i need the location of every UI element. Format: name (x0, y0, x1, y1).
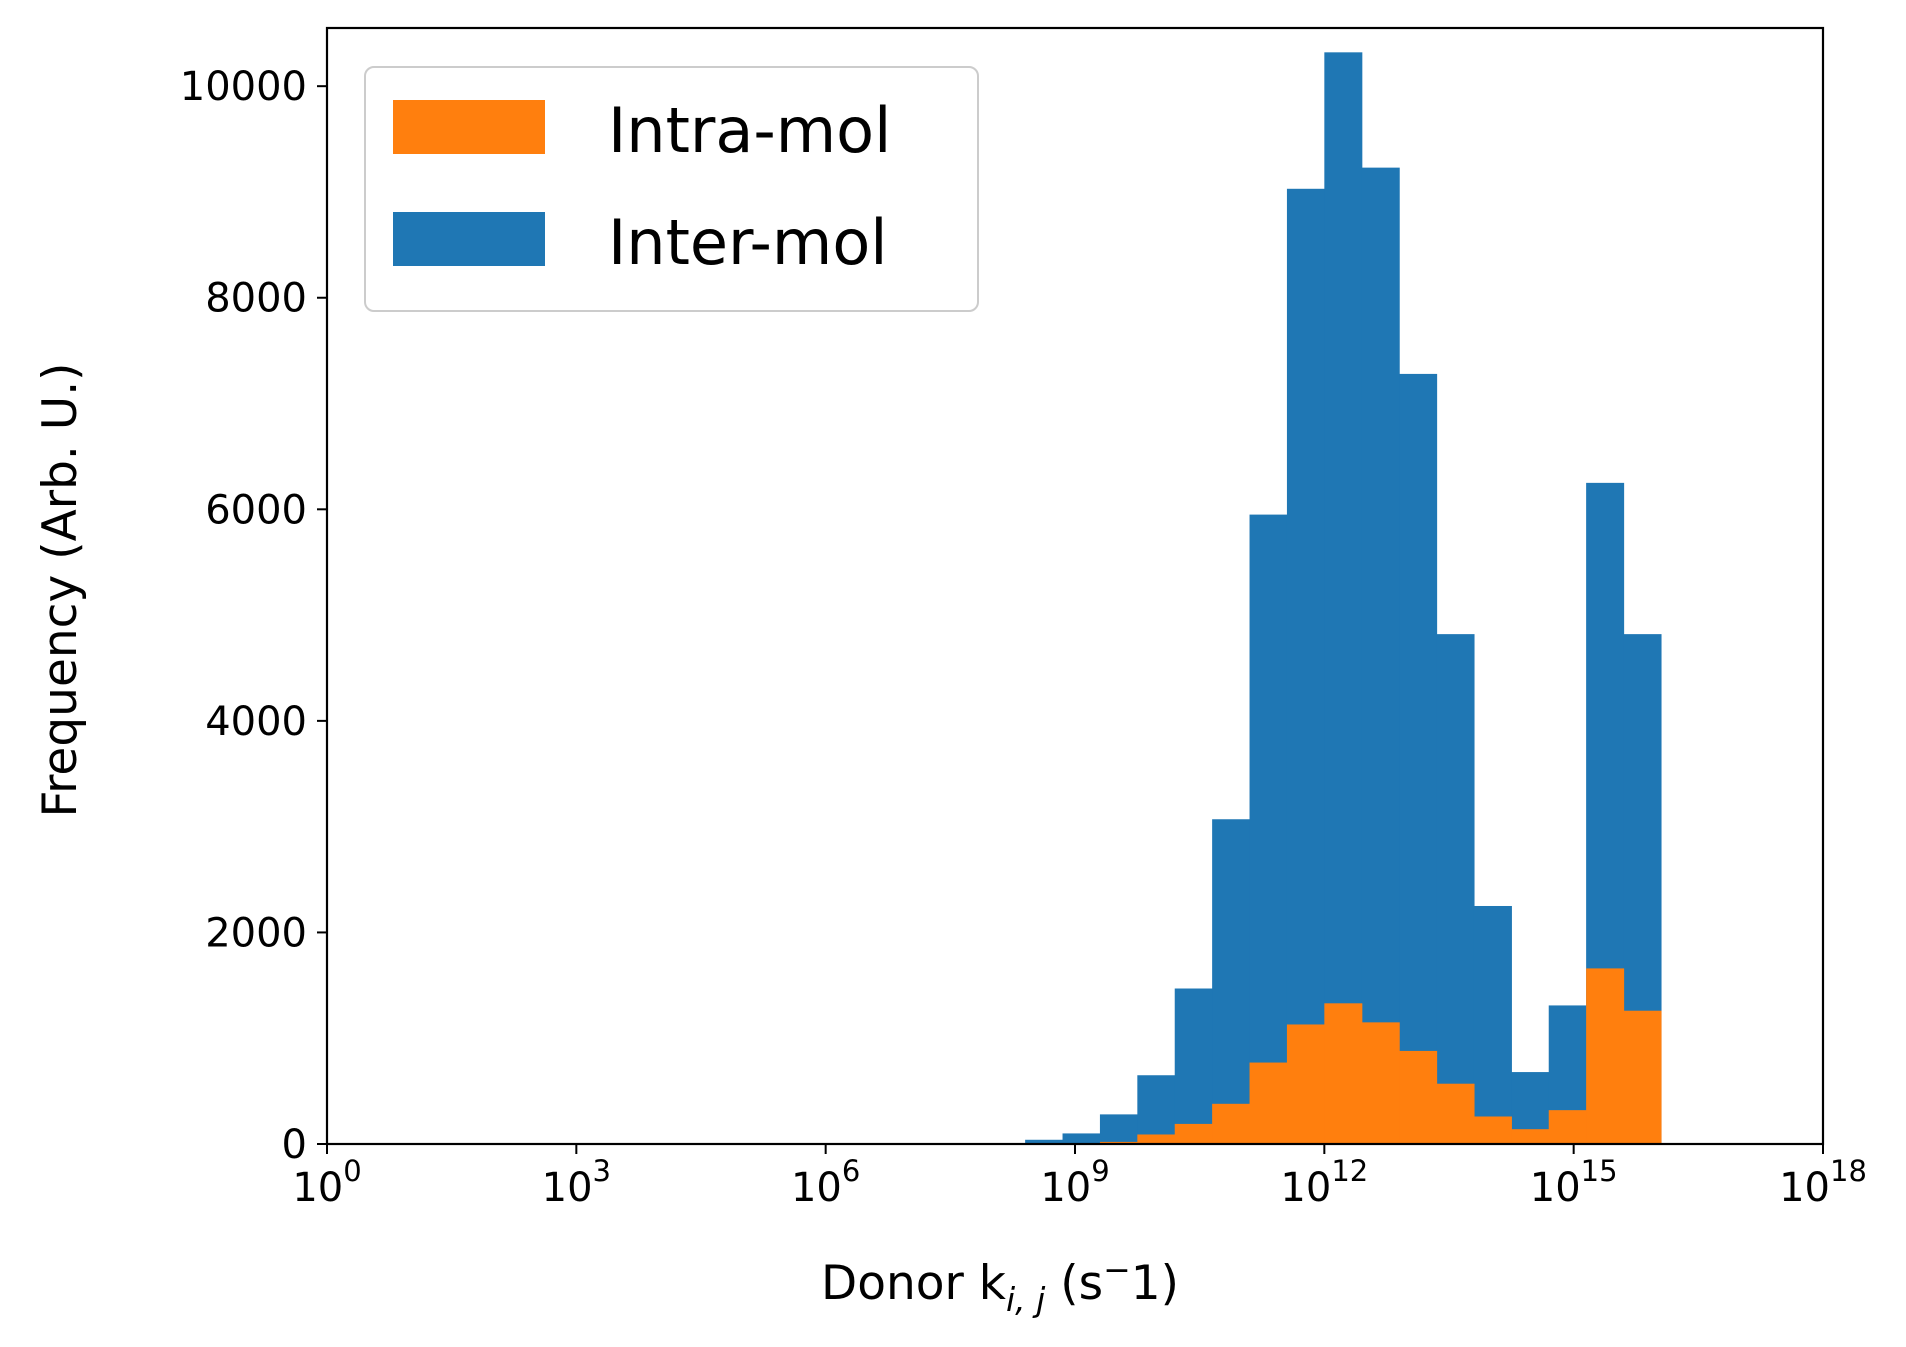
inter-mol-bar (1174, 988, 1213, 1144)
inter-mol-bar (1324, 52, 1363, 1145)
y-axis-title: Frequency (Arb. U.) (33, 363, 88, 818)
x-tick-label: 106 (791, 1154, 860, 1211)
inter-mol-bar (1137, 1075, 1176, 1144)
intra-mol-bar (1286, 1024, 1325, 1144)
inter-mol-bars (1025, 52, 1662, 1145)
x-tick-label: 109 (1040, 1154, 1109, 1211)
intra-mol-bar (1249, 1062, 1288, 1144)
intra-mol-bar (1548, 1110, 1587, 1144)
x-tick-label: 1018 (1779, 1154, 1867, 1211)
intra-mol-bar (1212, 1103, 1251, 1144)
y-tick-label: 4000 (205, 699, 307, 745)
x-tick-label: 1015 (1530, 1154, 1618, 1211)
legend-swatch-inter-mol (393, 212, 545, 266)
intra-mol-bar (1361, 1022, 1400, 1144)
x-axis-ticks: 100 103 106 109 1012 1015 1018 (292, 1144, 1867, 1211)
y-tick-label: 10000 (180, 64, 307, 110)
intra-mol-bar (1623, 1010, 1662, 1144)
y-tick-label: 6000 (205, 487, 307, 533)
intra-mol-bars (1099, 968, 1662, 1144)
inter-mol-bar (1249, 514, 1288, 1144)
intra-mol-bar (1473, 1116, 1512, 1144)
intra-mol-bar (1324, 1003, 1363, 1144)
inter-mol-bar (1473, 905, 1512, 1144)
inter-mol-bar (1436, 634, 1475, 1144)
inter-mol-bar (1099, 1114, 1138, 1144)
intra-mol-bar (1586, 968, 1625, 1144)
x-axis-title-subscript: i, j (1006, 1280, 1046, 1319)
inter-mol-bar (1062, 1133, 1101, 1144)
inter-mol-bar (1361, 167, 1400, 1145)
x-tick-label: 100 (292, 1154, 361, 1211)
legend-label-inter-mol: Inter-mol (608, 206, 887, 279)
y-tick-label: 8000 (205, 276, 307, 322)
legend-swatch-intra-mol (393, 100, 545, 154)
intra-mol-bar (1137, 1134, 1176, 1144)
intra-mol-bar (1511, 1129, 1550, 1144)
x-tick-label: 103 (542, 1154, 611, 1211)
intra-mol-bar (1399, 1050, 1438, 1144)
intra-mol-bar (1436, 1083, 1475, 1144)
inter-mol-bar (1212, 819, 1251, 1144)
intra-mol-bar (1174, 1123, 1213, 1144)
legend: Intra-mol Inter-mol (364, 66, 979, 312)
inter-mol-bar (1286, 188, 1325, 1144)
y-axis-ticks: 0 2000 4000 6000 8000 10000 (180, 64, 327, 1168)
x-tick-label: 1012 (1280, 1154, 1368, 1211)
inter-mol-bar (1025, 1139, 1064, 1144)
x-axis-title: Donor ki, j (s−1) (821, 1250, 1179, 1319)
legend-label-intra-mol: Intra-mol (608, 94, 891, 167)
y-tick-label: 2000 (205, 910, 307, 956)
inter-mol-bar (1399, 373, 1438, 1144)
x-axis-title-superscript: − (1103, 1250, 1131, 1289)
y-tick-label: 0 (282, 1122, 307, 1168)
